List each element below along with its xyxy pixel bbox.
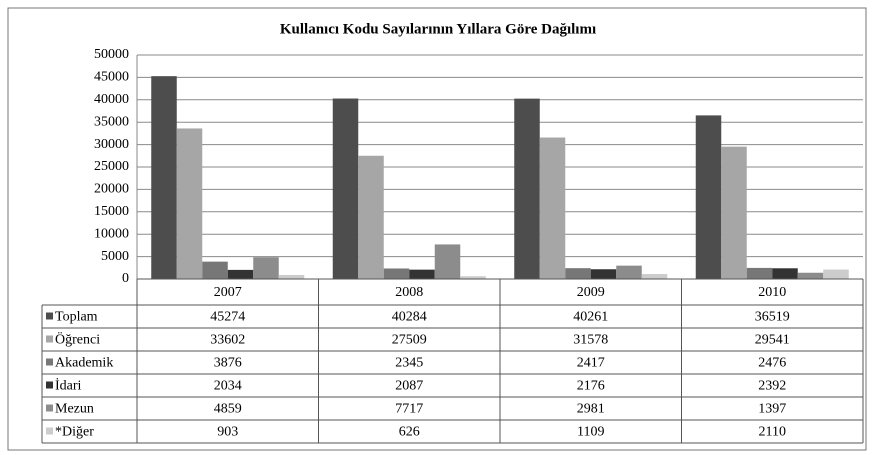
- bar: [176, 128, 203, 279]
- bar: [641, 274, 668, 279]
- table-value: 2087: [395, 379, 423, 394]
- table-value: 2345: [395, 356, 423, 371]
- legend-label: İdari: [55, 378, 82, 394]
- bar: [746, 267, 773, 279]
- table-value: 27509: [392, 333, 427, 348]
- table-value: 626: [399, 425, 420, 440]
- x-tick-label: 2010: [758, 285, 786, 300]
- legend-key: [46, 358, 53, 366]
- bar: [383, 268, 410, 279]
- y-tick-label: 35000: [94, 114, 129, 129]
- y-tick-label: 40000: [94, 92, 129, 107]
- y-tick-label: 25000: [94, 159, 129, 174]
- bar: [278, 274, 305, 279]
- table-value: 31578: [573, 333, 608, 348]
- table-value: 36519: [755, 310, 790, 325]
- table-value: 1109: [577, 425, 604, 440]
- legend-label: Öğrenci: [55, 331, 100, 348]
- y-tick-label: 50000: [94, 47, 129, 62]
- bar: [409, 269, 435, 279]
- y-tick-label: 0: [122, 271, 129, 286]
- table-value: 2034: [214, 379, 242, 394]
- chart-title: Kullanıcı Kodu Sayılarının Yıllara Göre …: [280, 21, 596, 37]
- y-tick-label: 20000: [94, 182, 129, 197]
- table-value: 2110: [759, 425, 786, 440]
- table-value: 40261: [573, 310, 608, 325]
- bar: [695, 115, 722, 279]
- y-tick-label: 15000: [94, 204, 129, 219]
- bar: [202, 261, 228, 279]
- legend-key: [46, 427, 53, 435]
- y-tick-label: 10000: [94, 226, 129, 241]
- bar: [565, 268, 591, 279]
- bar: [721, 146, 747, 279]
- legend-label: Akademik: [55, 356, 113, 371]
- table-value: 40284: [392, 310, 427, 325]
- table-value: 45274: [210, 310, 245, 325]
- bar: [434, 244, 461, 279]
- legend-key: [46, 335, 53, 343]
- table-value: 33602: [210, 333, 245, 348]
- y-tick-label: 30000: [94, 137, 129, 152]
- table-value: 3876: [214, 356, 242, 371]
- table-value: 2476: [758, 356, 786, 371]
- table-value: 2981: [577, 402, 605, 417]
- bar: [772, 268, 798, 279]
- legend-label: *Diğer: [55, 425, 94, 440]
- y-tick-label: 5000: [101, 249, 129, 264]
- table-value: 7717: [395, 402, 423, 417]
- table-value: 2417: [577, 356, 605, 371]
- legend-key: [46, 381, 53, 389]
- bar: [332, 98, 359, 279]
- x-tick-label: 2008: [395, 285, 423, 300]
- legend-label: Mezun: [55, 402, 94, 417]
- bar: [797, 272, 824, 279]
- table-value: 1397: [758, 402, 786, 417]
- x-tick-label: 2007: [214, 285, 242, 300]
- table-value: 2392: [758, 379, 786, 394]
- table-value: 903: [217, 425, 238, 440]
- bar: [151, 76, 177, 279]
- bar: [514, 98, 540, 279]
- table-value: 2176: [577, 379, 605, 394]
- legend-key: [46, 312, 53, 320]
- legend-label: Toplam: [55, 310, 98, 325]
- bar: [227, 269, 254, 279]
- bar: [253, 257, 279, 279]
- bar: [616, 265, 642, 279]
- table-value: 4859: [214, 402, 242, 417]
- bar: [358, 155, 384, 279]
- legend-key: [46, 404, 53, 412]
- bar: [460, 276, 486, 279]
- table-value: 29541: [755, 333, 790, 348]
- y-tick-label: 45000: [94, 70, 129, 85]
- bar: [590, 269, 617, 279]
- bar: [539, 137, 566, 279]
- x-tick-label: 2009: [577, 285, 605, 300]
- bar: [823, 269, 849, 279]
